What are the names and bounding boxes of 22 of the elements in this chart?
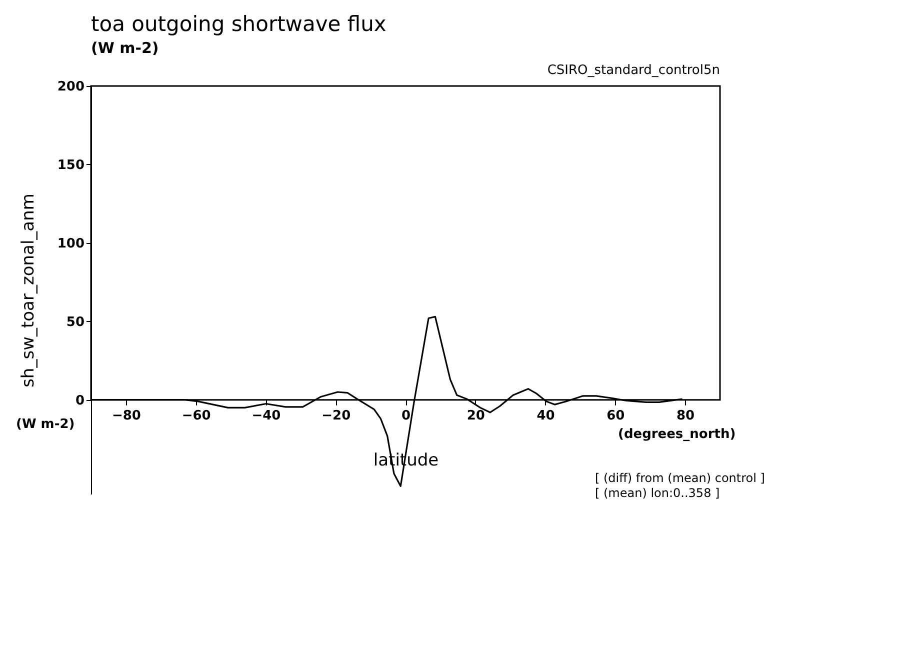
annotation: [ (mean) lon:0..358 ] xyxy=(595,486,720,500)
y-tick-label: 100 xyxy=(57,236,84,252)
y-tick-label: 200 xyxy=(57,80,84,94)
y-tick-label: 50 xyxy=(66,314,84,330)
chart-title: toa outgoing shortwave flux xyxy=(91,12,386,36)
x-tick-label: 80 xyxy=(676,408,695,424)
x-tick-label: −20 xyxy=(322,408,351,424)
y-tick-label: 150 xyxy=(57,158,84,173)
chart-subtitle: (W m-2) xyxy=(91,39,159,57)
x-tick-label: 0 xyxy=(401,408,411,424)
x-tick-label: 40 xyxy=(536,408,555,424)
x-tick-label: −80 xyxy=(112,408,141,424)
x-tick-label: −40 xyxy=(252,408,281,424)
x-tick-label: 20 xyxy=(466,408,485,424)
y-axis-title: sh_sw_toar_zonal_anm xyxy=(18,194,38,388)
y-tick-label: 0 xyxy=(75,393,84,408)
annotation: (degrees_north) xyxy=(618,427,736,442)
annotation: [ (diff) from (mean) control ] xyxy=(595,471,765,485)
text: CSIRO_standard_control5n xyxy=(547,63,720,78)
x-tick-label: 60 xyxy=(606,408,625,424)
text: (W m-2) xyxy=(16,417,75,432)
x-tick-label: −60 xyxy=(182,408,211,424)
